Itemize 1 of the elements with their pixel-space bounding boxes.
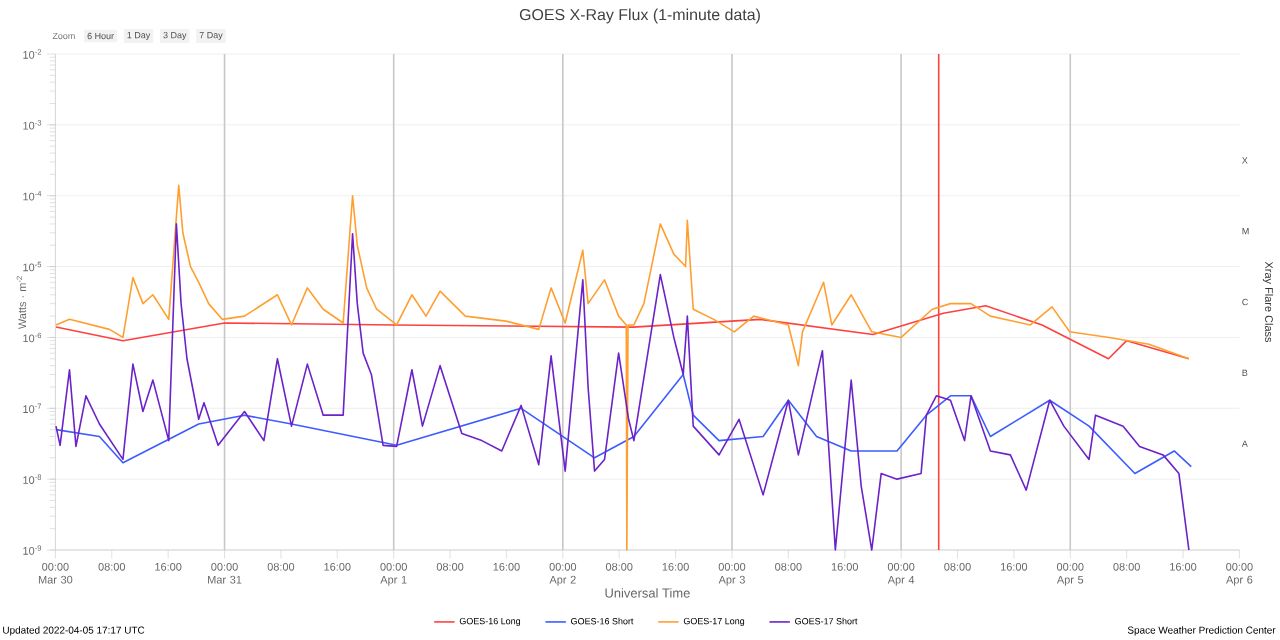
- line-series: [55, 373, 1193, 475]
